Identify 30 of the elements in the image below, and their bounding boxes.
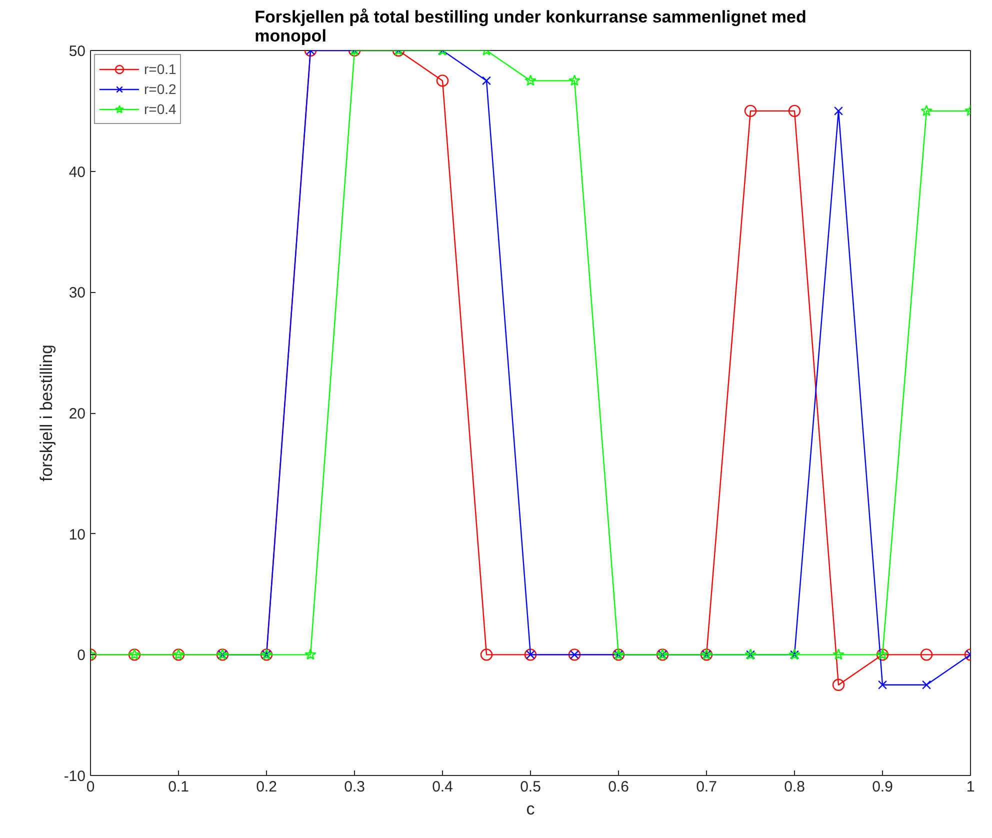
x-tick-label: 0.9 (872, 778, 893, 796)
y-tick-label: 10 (68, 526, 86, 544)
y-tick-label: 30 (68, 284, 86, 302)
chart-title: Forskjellen på total bestilling under konkurranse sammenlignet med monopol (254, 8, 806, 46)
x-axis-title: c (526, 800, 536, 818)
y-tick-label: -10 (64, 768, 86, 785)
x-tick-label: 0.7 (696, 778, 717, 796)
x-tick-label: 0.4 (432, 778, 453, 796)
y-tick-label: 50 (68, 43, 86, 60)
x-tick-label: 0.5 (520, 778, 541, 796)
legend-label: r=0.1 (144, 61, 176, 77)
y-tick-label: 20 (68, 406, 86, 422)
legend-label: r=0.2 (144, 81, 176, 97)
x-tick-label: 1 (966, 778, 975, 796)
point (878, 680, 887, 690)
point (304, 648, 316, 660)
legend-label: r=0.4 (144, 101, 176, 117)
x-tick-label: 0.8 (784, 778, 805, 796)
y-tick-label: 0 (77, 647, 86, 664)
x-tick-label: 0.1 (168, 778, 189, 796)
point (832, 678, 845, 691)
x-tick-label: 0.6 (608, 778, 629, 796)
y-tick-label: 40 (68, 164, 86, 181)
point (920, 648, 933, 661)
y-axis-title: forskjell i bestilling (36, 344, 56, 482)
x-tick-label: 0.3 (344, 778, 365, 796)
point (922, 680, 931, 690)
point (832, 648, 844, 660)
point (480, 648, 493, 661)
x-tick-label: 0.2 (256, 778, 277, 796)
